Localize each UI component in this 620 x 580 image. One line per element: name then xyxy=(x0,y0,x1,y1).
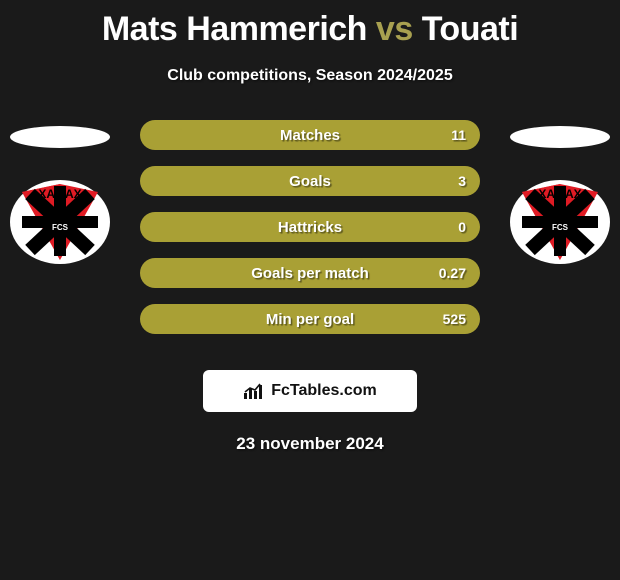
stat-value-right: 525 xyxy=(443,311,466,327)
svg-text:FCS: FCS xyxy=(52,223,69,232)
crest-right: XAMAX FCS xyxy=(510,180,610,264)
svg-text:FCS: FCS xyxy=(552,223,569,232)
subtitle: Club competitions, Season 2024/2025 xyxy=(0,67,620,85)
stat-rows: Matches 11 Goals 3 Hattricks 0 Goals per match… xyxy=(140,120,480,350)
player1-badge: XAMAX FCS xyxy=(10,120,110,360)
halo-right xyxy=(510,126,610,148)
date-line: 23 november 2024 xyxy=(0,434,620,454)
stat-row: Matches 11 xyxy=(140,120,480,150)
stat-value-right: 0.27 xyxy=(439,265,466,281)
stats-area: XAMAX FCS XAMAX FCS xyxy=(0,120,620,360)
brand-text: FcTables.com xyxy=(271,382,377,400)
player2-badge: XAMAX FCS xyxy=(510,120,610,360)
chart-icon xyxy=(243,382,265,400)
stat-value-right: 11 xyxy=(451,127,466,143)
svg-text:XAMAX: XAMAX xyxy=(538,187,581,201)
stat-row: Goals per match 0.27 xyxy=(140,258,480,288)
stat-label: Hattricks xyxy=(278,219,342,236)
player2-name: Touati xyxy=(422,10,518,48)
comparison-card: Mats Hammerich vs Touati Club competitio… xyxy=(0,0,620,454)
player1-name: Mats Hammerich xyxy=(102,10,367,48)
stat-label: Min per goal xyxy=(266,311,354,328)
stat-value-right: 0 xyxy=(458,219,466,235)
page-title: Mats Hammerich vs Touati xyxy=(0,0,620,49)
stat-label: Matches xyxy=(280,127,340,144)
stat-label: Goals xyxy=(289,173,331,190)
stat-label: Goals per match xyxy=(251,265,369,282)
svg-text:XAMAX: XAMAX xyxy=(38,187,81,201)
stat-row: Goals 3 xyxy=(140,166,480,196)
halo-left xyxy=(10,126,110,148)
crest-left: XAMAX FCS xyxy=(10,180,110,264)
vs-text: vs xyxy=(376,10,413,48)
stat-row: Min per goal 525 xyxy=(140,304,480,334)
stat-row: Hattricks 0 xyxy=(140,212,480,242)
stat-value-right: 3 xyxy=(458,173,466,189)
brand-badge: FcTables.com xyxy=(203,370,417,412)
